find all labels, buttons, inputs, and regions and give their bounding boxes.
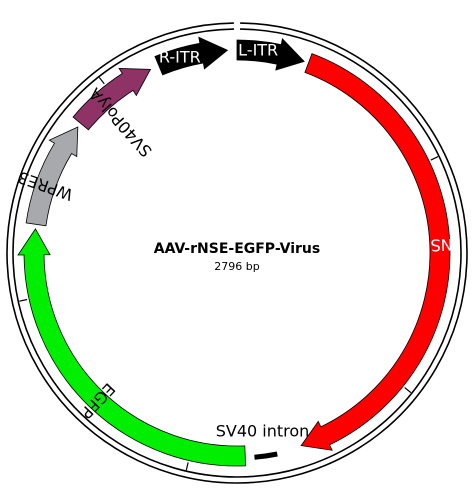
tick-mark-2000 bbox=[19, 298, 28, 302]
backbone-outer-ring bbox=[6, 22, 468, 484]
backbone-inner-ring bbox=[12, 28, 462, 478]
tick-mark-500 bbox=[430, 156, 439, 161]
feature-rnse: rNSE bbox=[300, 53, 460, 451]
feature-label-sv40-intron: SV40 intron bbox=[216, 422, 310, 441]
feature-l-itr: L-ITR bbox=[236, 37, 305, 71]
feature-label-rnse: rNSE bbox=[420, 235, 460, 256]
feature-bar-sv40-intron bbox=[254, 451, 278, 460]
feature-egfp: EGFP bbox=[17, 228, 247, 467]
backbone-ring bbox=[6, 22, 468, 484]
feature-arrow-rnse bbox=[300, 53, 451, 451]
feature-arrow-r-itr bbox=[154, 36, 229, 76]
feature-sv40polya: SV40PolyA bbox=[72, 68, 156, 161]
feature-label-r-itr: R-ITR bbox=[159, 48, 201, 67]
feature-r-itr: R-ITR bbox=[154, 36, 229, 76]
feature-arrow-l-itr bbox=[236, 37, 305, 71]
map-title: AAV-rNSE-EGFP-Virus bbox=[154, 241, 320, 257]
feature-arrow-wpre3 bbox=[25, 126, 79, 227]
tick-mark-2500 bbox=[98, 77, 105, 85]
map-size: 2796 bp bbox=[214, 260, 259, 273]
feature-label-l-itr: L-ITR bbox=[238, 41, 278, 60]
feature-arrow-sv40polya bbox=[72, 68, 152, 131]
tick-mark-1500 bbox=[185, 462, 189, 471]
feature-wpre3: WPRE3 bbox=[15, 126, 79, 227]
feature-sv40-intron: SV40 intron bbox=[216, 422, 310, 460]
feature-arrow-egfp bbox=[17, 228, 247, 467]
tick-mark-1000 bbox=[404, 387, 412, 394]
